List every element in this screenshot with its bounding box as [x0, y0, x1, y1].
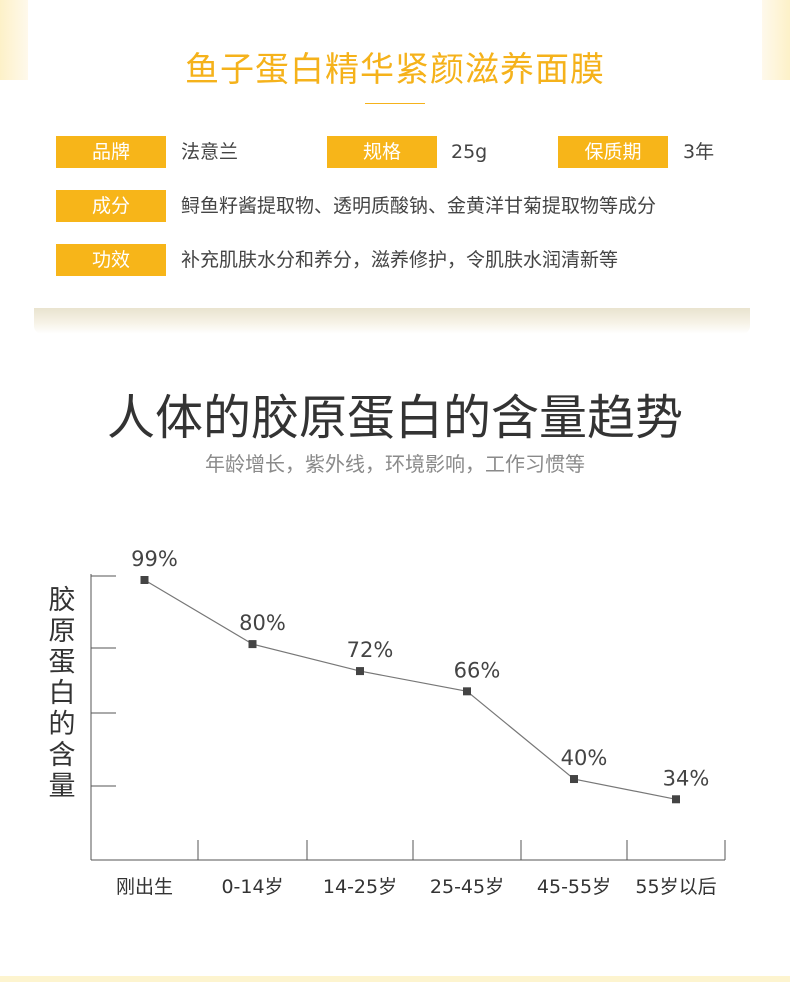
data-label: 72%: [347, 638, 394, 662]
data-point: [248, 640, 257, 649]
data-label: 80%: [239, 611, 286, 635]
data-point: [356, 667, 364, 676]
brand-tag: 品牌: [56, 136, 166, 168]
card-shadow: [34, 308, 750, 334]
brand-value: 法意兰: [181, 141, 239, 163]
x-tick-label: 刚出生: [116, 876, 173, 898]
y-axis-label-char-3: 白: [48, 678, 76, 709]
x-tick-label: 0-14岁: [221, 876, 283, 898]
bottom-strip: [0, 976, 790, 982]
y-axis-label-char-0: 胶: [48, 585, 76, 616]
series-line: [144, 579, 677, 800]
x-tick-label: 45-55岁: [537, 876, 611, 898]
y-axis-label-char-6: 量: [48, 771, 76, 802]
y-axis-label-char-5: 含: [48, 740, 76, 771]
data-point: [570, 775, 578, 784]
chart-subtitle: 年龄增长，紫外线，环境影响，工作习惯等: [205, 452, 585, 476]
product-title: 鱼子蛋白精华紧颜滋养面膜: [185, 50, 605, 90]
y-axis-label-char-1: 原: [48, 616, 76, 647]
shelf-life-tag: 保质期: [558, 136, 668, 168]
ingredients-value: 鲟鱼籽酱提取物、透明质酸钠、金黄洋甘菊提取物等成分: [181, 195, 657, 217]
shelf-life-value: 3年: [683, 141, 715, 163]
x-tick-label: 14-25岁: [323, 876, 397, 898]
data-label: 34%: [663, 766, 710, 790]
data-point: [140, 576, 149, 584]
y-axis-label-char-2: 蛋: [48, 647, 76, 678]
chart-title: 人体的胶原蛋白的含量趋势: [106, 390, 683, 446]
data-label: 40%: [561, 746, 608, 770]
y-axis-label: 胶原蛋白的含量: [44, 585, 80, 802]
ingredients-tag: 成分: [56, 190, 166, 222]
x-tick-label: 25-45岁: [430, 876, 504, 898]
size-value: 25g: [451, 141, 488, 163]
data-point: [463, 687, 471, 696]
x-tick-label: 55岁以后: [635, 876, 716, 898]
data-point: [672, 795, 680, 804]
title-underline: [365, 103, 425, 104]
effects-tag: 功效: [56, 244, 166, 276]
data-label: 99%: [131, 547, 178, 571]
data-label: 66%: [454, 658, 501, 682]
effects-value: 补充肌肤水分和养分，滋养修护，令肌肤水润清新等: [181, 249, 619, 271]
size-tag: 规格: [327, 136, 437, 168]
y-axis-label-char-4: 的: [48, 709, 76, 740]
